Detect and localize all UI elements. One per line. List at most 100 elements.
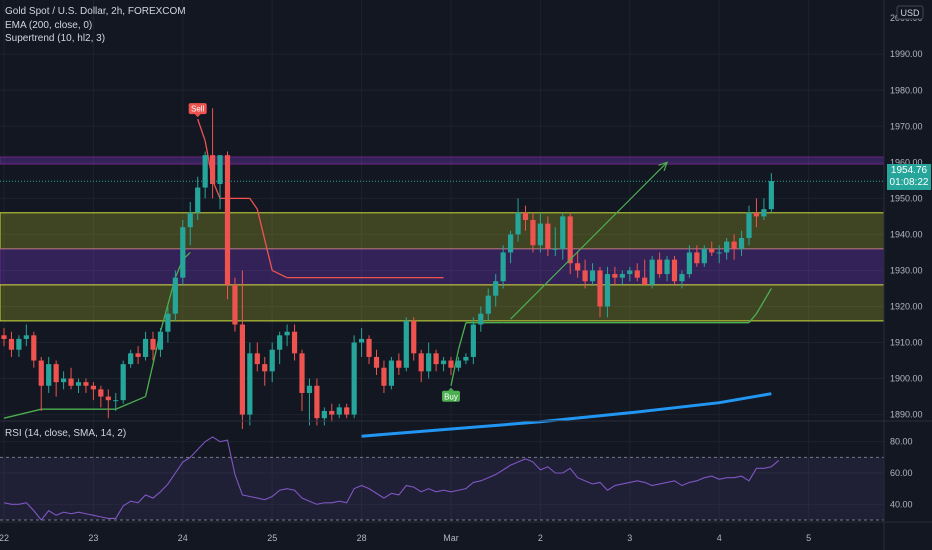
- rsi-legend[interactable]: RSI (14, close, SMA, 14, 2): [5, 428, 127, 439]
- candle-up: [157, 331, 164, 350]
- candle-up: [202, 155, 208, 188]
- rsi-axis-label: 40.00: [890, 499, 913, 509]
- candle-down: [582, 270, 588, 282]
- candle-up: [664, 259, 670, 275]
- candle-down: [657, 259, 663, 275]
- candle-down: [575, 263, 581, 271]
- ema-200-line: [361, 392, 772, 438]
- candle-up: [619, 274, 625, 278]
- candle-up: [269, 349, 275, 372]
- candle-down: [329, 410, 335, 415]
- price-axis-label: 1910.00: [890, 338, 923, 348]
- candle-up: [679, 274, 685, 282]
- price-axis-label: 1950.00: [890, 193, 923, 203]
- candle-up: [500, 252, 506, 282]
- candle-up: [724, 241, 730, 253]
- candle-up: [485, 295, 491, 314]
- candle-down: [224, 155, 231, 285]
- candle-up: [627, 270, 633, 275]
- time-axis-label: 25: [267, 533, 277, 543]
- candle-up: [23, 335, 29, 339]
- candle-up: [46, 364, 52, 386]
- supertrend-legend[interactable]: Supertrend (10, hl2, 3): [5, 33, 106, 44]
- candle-down: [433, 353, 439, 365]
- time-axis-label: 24: [178, 533, 188, 543]
- candle-down: [31, 335, 37, 361]
- candle-down: [642, 277, 648, 285]
- last-price-label: 1954.76 01:08:22: [887, 164, 931, 190]
- candle-up: [180, 227, 186, 278]
- candle-down: [1, 335, 7, 339]
- projection-arrow-line: [510, 161, 668, 320]
- candle-down: [522, 212, 529, 220]
- projection-arrow-head: [658, 161, 669, 172]
- candle-up: [165, 313, 171, 332]
- time-axis-label: Mar: [443, 533, 459, 543]
- candle-down: [90, 385, 96, 390]
- candle-up: [142, 338, 149, 357]
- sell-signal-label: Sell: [191, 105, 205, 114]
- candle-down: [709, 248, 715, 253]
- candle-up: [552, 248, 558, 250]
- candle-down: [8, 338, 15, 350]
- candle-up: [388, 360, 394, 386]
- candle-down: [344, 407, 350, 415]
- time-axis-label: 22: [0, 533, 9, 543]
- time-axis-label: 5: [806, 533, 811, 543]
- supertrend-down-segment: [197, 118, 206, 141]
- supertrend-up-segment: [755, 288, 772, 315]
- candle-up: [426, 353, 432, 372]
- time-axis-label: 4: [717, 533, 722, 543]
- rsi-band-fill: [0, 457, 884, 520]
- candle-down: [396, 360, 402, 368]
- candle-up: [537, 223, 543, 246]
- candle-down: [53, 364, 59, 383]
- candle-up: [187, 212, 193, 228]
- ema-legend[interactable]: EMA (200, close, 0): [5, 20, 93, 31]
- candle-down: [38, 360, 44, 386]
- candle-up: [284, 331, 290, 336]
- candle-up: [746, 212, 752, 239]
- sell-signal-badge: [188, 103, 207, 115]
- price-axis-label: 1900.00: [890, 374, 923, 384]
- candle-up: [470, 324, 476, 357]
- candle-up: [403, 320, 409, 368]
- candle-down: [731, 241, 737, 249]
- symbol-title[interactable]: Gold Spot / U.S. Dollar, 2h, FOREXCOM: [5, 6, 186, 17]
- candle-up: [455, 360, 462, 368]
- candle-up: [493, 281, 499, 296]
- supertrend-down-segment: [256, 209, 273, 271]
- zone-olive: [0, 284, 885, 322]
- candle-down: [545, 223, 551, 249]
- buy-signal-badge: [442, 390, 460, 402]
- candle-up: [247, 353, 253, 415]
- candle-down: [135, 353, 141, 357]
- candle-down: [634, 270, 640, 278]
- rsi-axis-label: 60.00: [890, 468, 913, 478]
- price-axis-label: 1990.00: [890, 49, 923, 59]
- rsi-line: [3, 436, 780, 521]
- candle-up: [113, 400, 119, 402]
- price-axis-label: 1970.00: [890, 121, 923, 131]
- candle-up: [336, 407, 342, 415]
- candle-down: [694, 252, 700, 264]
- candle-down: [314, 385, 320, 419]
- currency-label: USD: [900, 8, 920, 18]
- candle-down: [150, 338, 156, 350]
- candle-up: [120, 364, 126, 401]
- candle-up: [515, 212, 521, 235]
- candle-down: [262, 364, 268, 372]
- candle-down: [411, 320, 417, 354]
- candle-up: [716, 252, 722, 254]
- zone-purple: [0, 156, 885, 165]
- time-axis-label: 28: [357, 533, 367, 543]
- price-axis-label: 1920.00: [890, 301, 923, 311]
- candle-down: [671, 259, 678, 282]
- rsi-axis-label: 80.00: [890, 437, 913, 447]
- candle-down: [530, 220, 536, 246]
- candle-down: [753, 212, 760, 217]
- zone-purple: [0, 248, 885, 286]
- candle-down: [210, 155, 216, 184]
